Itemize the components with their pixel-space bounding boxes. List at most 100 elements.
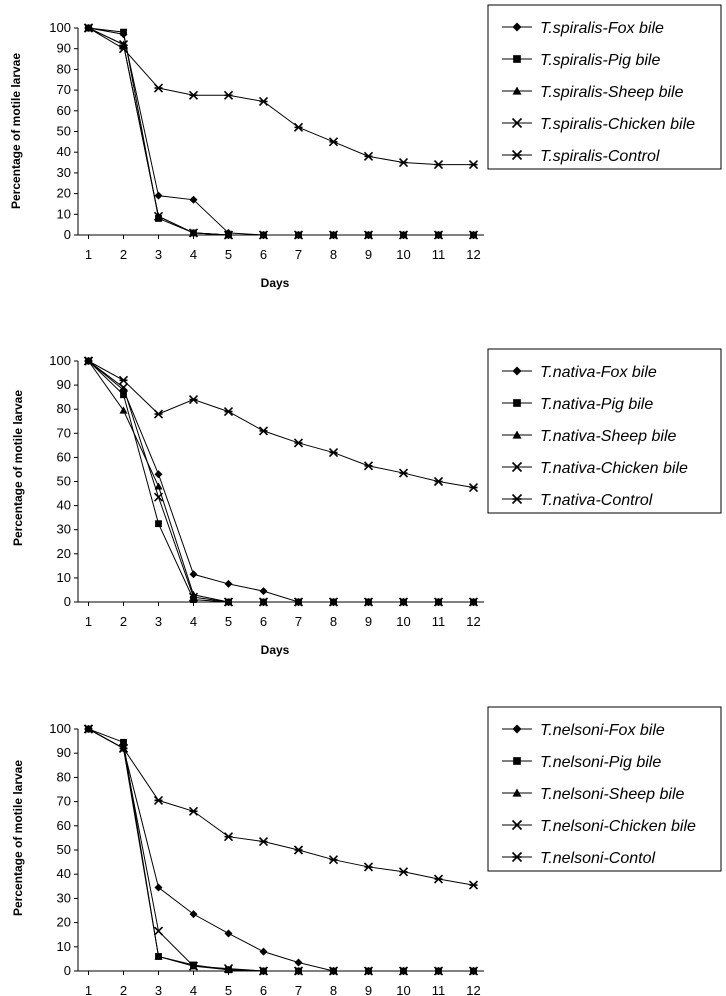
- legend-label: T.nelsoni-Sheep bile: [540, 786, 685, 803]
- x-axis-label: Days: [261, 643, 290, 657]
- legend-marker: [512, 430, 522, 439]
- data-point: [363, 151, 374, 161]
- data-point: [120, 738, 127, 746]
- data-point-stroke-b: [153, 211, 164, 221]
- legend: T.nativa-Fox bile T.nativa-Pig bile T.nati…: [487, 348, 722, 514]
- legend-marker: [513, 757, 521, 765]
- data-point-stroke-b: [258, 230, 269, 240]
- legend-box: [487, 348, 722, 514]
- data-point: [223, 597, 234, 607]
- series-line: [88, 27, 474, 236]
- x-tick-label: 10: [396, 247, 410, 262]
- x-tick-label: 7: [295, 614, 302, 629]
- legend-label: T.nativa-Control: [540, 492, 653, 509]
- data-point: [154, 470, 163, 479]
- data-point: [153, 926, 164, 936]
- legend-item: T.spiralis-Chicken bile: [502, 116, 695, 133]
- data-point-stroke-b: [188, 592, 199, 602]
- data-point: [154, 883, 163, 892]
- data-point: [398, 157, 409, 168]
- legend-marker: [511, 851, 523, 863]
- legend-marker: [511, 493, 523, 505]
- x-tick-label: 7: [295, 247, 302, 262]
- data-point: [223, 964, 234, 974]
- data-point: [433, 230, 444, 240]
- data-point: [224, 929, 233, 938]
- data-point: [294, 958, 303, 967]
- legend-label: T.spiralis-Fox bile: [540, 20, 664, 37]
- data-point: [83, 356, 94, 366]
- data-point: [363, 597, 374, 607]
- series-star: [83, 23, 479, 170]
- y-tick-label: 100: [49, 20, 71, 35]
- series-line: [88, 360, 474, 603]
- x-tick-label: 11: [432, 983, 446, 996]
- x-tick-label: 12: [466, 247, 480, 262]
- series-triangle: [84, 24, 478, 239]
- data-point: [328, 597, 339, 607]
- legend-label: T.nelsoni-Contol: [540, 850, 655, 867]
- data-point: [154, 952, 163, 960]
- y-tick-label: 20: [57, 546, 71, 561]
- data-point: [153, 492, 164, 502]
- data-point: [119, 406, 128, 414]
- data-point: [468, 230, 479, 240]
- legend-label: T.nelsoni-Pig bile: [540, 754, 661, 771]
- data-point: [468, 482, 479, 493]
- series-star: [83, 724, 479, 890]
- legend: T.spiralis-Fox bile T.spiralis-Pig bile T.…: [487, 4, 722, 170]
- data-point-stroke-b: [363, 230, 374, 240]
- data-point-stroke-b: [118, 382, 129, 393]
- data-point: [433, 160, 444, 170]
- data-point-stroke-b: [468, 230, 479, 240]
- legend-item: T.nelsoni-Fox bile: [502, 722, 665, 739]
- x-tick-label: 4: [190, 247, 197, 262]
- data-point: [83, 23, 94, 33]
- y-tick-label: 20: [57, 915, 71, 930]
- y-tick-label: 80: [57, 769, 71, 784]
- x-tick-label: 2: [120, 247, 127, 262]
- data-point: [118, 743, 129, 753]
- series-line: [88, 360, 474, 603]
- legend-item: T.nativa-Fox bile: [502, 364, 657, 381]
- legend-marker-stroke-b: [511, 819, 523, 831]
- data-point: [258, 96, 269, 107]
- data-point-stroke-b: [468, 966, 479, 976]
- data-point: [259, 947, 268, 956]
- legend-marker: [513, 55, 521, 63]
- x-tick-label: 3: [155, 983, 162, 996]
- y-tick-label: 40: [57, 498, 71, 513]
- legend-marker: [512, 366, 522, 376]
- data-point: [188, 394, 199, 405]
- y-tick-label: 90: [57, 745, 71, 760]
- y-tick-label: 10: [57, 570, 71, 585]
- legend-label: T.nelsoni-Fox bile: [540, 722, 665, 739]
- data-point: [293, 845, 304, 855]
- data-point-stroke-b: [293, 966, 304, 976]
- series-line: [88, 27, 474, 236]
- x-tick-label: 2: [120, 614, 127, 629]
- y-tick-label: 70: [57, 794, 71, 809]
- legend-label: T.spiralis-Sheep bile: [540, 84, 684, 101]
- series-x: [83, 724, 479, 976]
- data-point: [223, 230, 234, 240]
- data-point: [293, 597, 304, 607]
- series-line: [88, 728, 474, 972]
- data-point: [259, 587, 268, 596]
- legend-label: T.spiralis-Control: [540, 148, 660, 165]
- data-point-stroke-b: [188, 961, 199, 971]
- data-point: [83, 724, 94, 734]
- legend-item: T.spiralis-Control: [502, 148, 660, 165]
- data-point-stroke-b: [398, 230, 409, 240]
- series-line: [88, 27, 474, 236]
- legend-marker: [513, 399, 521, 407]
- data-point: [433, 966, 444, 976]
- data-point: [190, 596, 197, 603]
- series-line: [88, 728, 474, 972]
- data-point: [363, 966, 374, 976]
- y-tick-label: 80: [57, 61, 71, 76]
- x-tick-label: 6: [260, 983, 267, 996]
